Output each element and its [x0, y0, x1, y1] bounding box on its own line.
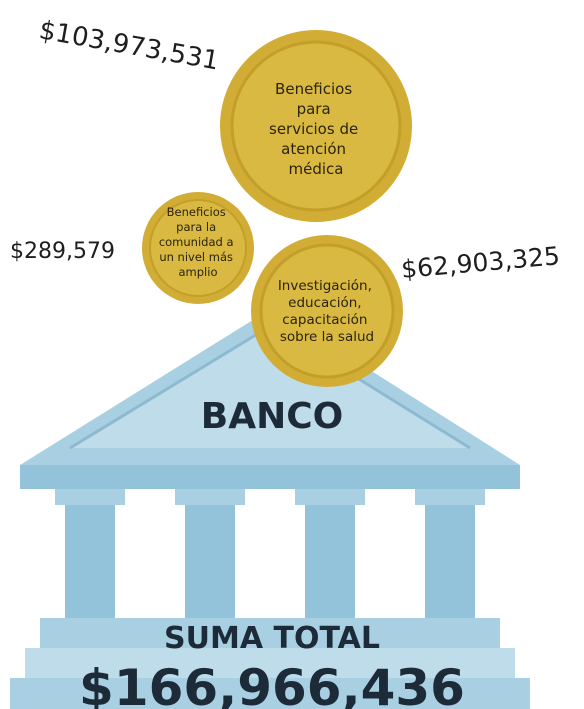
coin-label-line: comunidad a: [159, 235, 234, 249]
coin-label-line: un nivel más: [159, 250, 233, 264]
coin-label-line: educación,: [288, 295, 361, 311]
column: [305, 505, 355, 620]
coin-label-line: servicios de: [269, 120, 358, 138]
amount: $103,973,531: [37, 15, 221, 76]
coin-label-line: amplio: [179, 265, 218, 279]
coin-label-line: atención: [281, 140, 346, 158]
step: [10, 678, 530, 709]
coin-label-line: para la: [176, 220, 216, 234]
step: [25, 648, 515, 678]
column: [425, 505, 475, 620]
coin-label-line: sobre la salud: [280, 329, 374, 345]
bank-label: BANCO: [201, 396, 343, 437]
coin-ring: [149, 199, 247, 297]
coin: Beneficios para la comunidad a un nivel …: [142, 192, 254, 304]
capital: [295, 489, 365, 505]
total-label: SUMA TOTAL: [164, 621, 380, 656]
step: [40, 618, 500, 648]
columns: [55, 489, 485, 620]
capital: [415, 489, 485, 505]
column: [65, 505, 115, 620]
coin-label-line: médica: [289, 160, 344, 178]
capital: [55, 489, 125, 505]
coin-ring: [259, 243, 395, 379]
coin: Investigación, educación, capacitación s…: [251, 235, 403, 387]
capital: [175, 489, 245, 505]
coin-label-line: Beneficios: [167, 205, 226, 219]
coin-ring: [230, 40, 402, 212]
column: [185, 505, 235, 620]
amount: $289,579: [10, 239, 115, 264]
coin: Beneficios para servicios de atención mé…: [220, 30, 412, 222]
coin-label-line: Investigación,: [278, 278, 372, 294]
roof-inner: [70, 325, 470, 448]
total-value: $166,966,436: [79, 659, 465, 709]
beam: [20, 465, 520, 489]
coin-label: Beneficios para la comunidad a un nivel …: [159, 205, 237, 279]
coin-label: Beneficios para servicios de atención mé…: [269, 80, 363, 178]
coin-label-line: para: [297, 100, 331, 118]
coin-label: Investigación, educación, capacitación s…: [278, 278, 376, 345]
coin-label-line: Beneficios: [275, 80, 352, 98]
coin-label-line: capacitación: [282, 312, 367, 328]
amount: $62,903,325: [400, 241, 561, 284]
